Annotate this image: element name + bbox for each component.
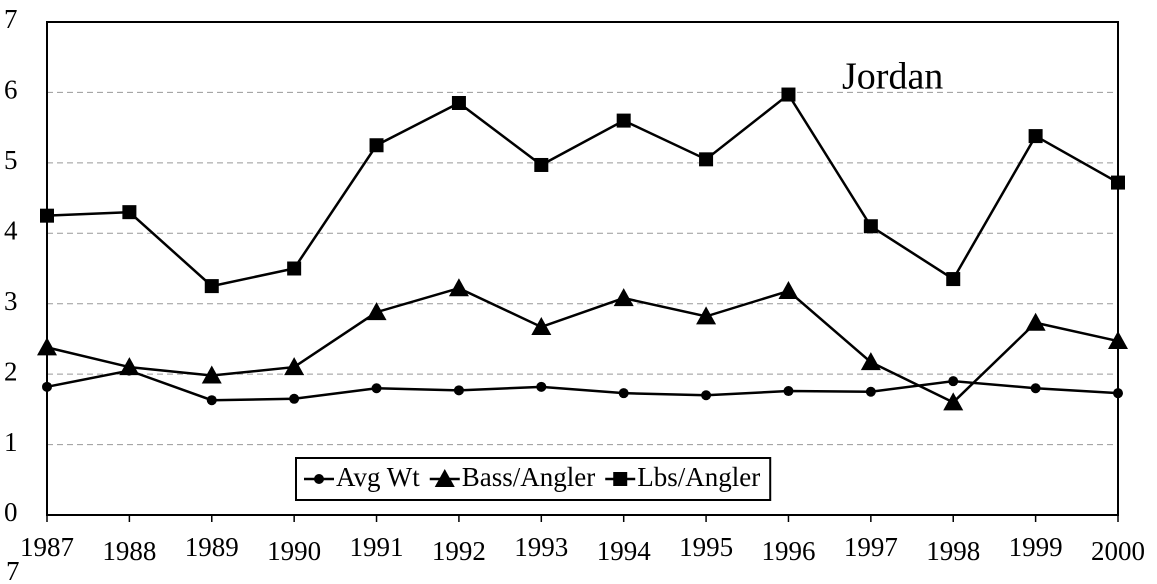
series-line	[46, 369, 1119, 402]
y-tick-label: 0	[4, 497, 18, 527]
data-point	[613, 288, 634, 307]
data-point	[284, 357, 305, 376]
legend-label: Bass/Angler	[462, 462, 595, 492]
x-tick-label: 1994	[597, 536, 652, 566]
data-point	[289, 393, 300, 404]
x-tick-label: 1990	[267, 536, 321, 566]
x-tick-label: 1997	[844, 532, 898, 562]
data-point	[534, 157, 549, 172]
data-point	[37, 337, 57, 356]
legend-marker	[314, 474, 324, 484]
x-tick-label: 1993	[514, 532, 568, 562]
y-tick-label: 7	[4, 4, 18, 34]
data-point	[943, 392, 964, 411]
y-tick-label: 4	[4, 215, 18, 245]
data-point	[1030, 383, 1041, 394]
series-line	[46, 286, 1119, 404]
legend-label: Lbs/Angler	[637, 462, 760, 492]
data-point	[369, 138, 384, 153]
x-tick-label: 1989	[185, 532, 239, 562]
legend-label: Avg Wt	[336, 462, 420, 492]
data-point	[1028, 129, 1043, 144]
data-point	[696, 306, 717, 325]
data-point	[366, 302, 387, 321]
data-point	[865, 386, 876, 397]
data-point	[451, 95, 466, 110]
x-tick-label: 1998	[926, 536, 980, 566]
data-point	[860, 352, 881, 371]
data-point	[948, 376, 959, 387]
data-point	[1108, 331, 1128, 350]
legend-marker	[434, 469, 455, 487]
x-tick-label: 1987	[20, 532, 74, 562]
data-point	[42, 381, 52, 392]
data-point	[448, 278, 469, 297]
y-tick-label: 2	[4, 356, 18, 386]
data-point	[453, 385, 464, 396]
data-point	[536, 381, 547, 392]
data-point	[119, 357, 140, 376]
data-point	[1025, 312, 1046, 331]
data-point	[204, 279, 219, 294]
data-point	[371, 383, 382, 394]
annotation: Jordan	[842, 56, 943, 98]
x-tick-label: 1992	[432, 536, 486, 566]
data-point	[122, 205, 137, 220]
y-tick-label: 3	[4, 286, 18, 316]
data-point	[616, 113, 631, 128]
x-tick-label: 1991	[350, 532, 404, 562]
series-line	[46, 92, 1119, 288]
plot-border	[46, 21, 1119, 516]
data-point	[40, 208, 54, 223]
footer-text: 7	[6, 556, 20, 584]
data-point	[531, 316, 552, 335]
data-point	[201, 365, 222, 384]
legend-box	[295, 457, 772, 501]
x-tick-label: 1988	[102, 536, 156, 566]
data-point	[781, 87, 796, 102]
data-point	[778, 281, 799, 300]
y-tick-label: 1	[4, 427, 18, 457]
data-point	[701, 390, 712, 401]
data-point	[946, 272, 961, 287]
x-tick-label: 1996	[761, 536, 815, 566]
x-tick-label: 1999	[1009, 532, 1063, 562]
data-point	[1111, 175, 1125, 190]
legend-marker	[613, 472, 628, 486]
x-tick-label: 2000	[1091, 536, 1145, 566]
y-tick-label: 6	[4, 75, 18, 105]
x-tick-label: 1995	[679, 532, 733, 562]
data-point	[699, 152, 714, 167]
data-point	[783, 386, 794, 397]
data-point	[863, 219, 878, 234]
data-point	[1113, 388, 1123, 399]
y-tick-label: 5	[4, 145, 18, 175]
data-point	[287, 261, 302, 276]
data-point	[206, 395, 217, 406]
data-point	[618, 388, 629, 399]
